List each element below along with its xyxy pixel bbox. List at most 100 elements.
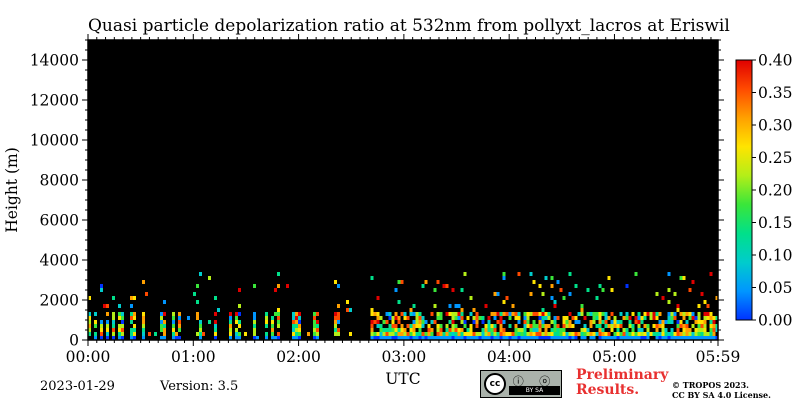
depol-cell	[460, 312, 464, 316]
depol-cell	[463, 320, 467, 324]
depol-cell	[106, 320, 109, 324]
y-tick-label: 8000	[40, 172, 79, 190]
depol-cell	[565, 332, 569, 336]
depol-cell	[277, 316, 280, 320]
depol-cell	[598, 332, 602, 336]
depol-cell	[451, 336, 455, 340]
depol-cell	[547, 316, 551, 320]
depol-cell	[418, 312, 422, 316]
depol-cell	[334, 312, 337, 316]
depol-cell	[514, 332, 518, 336]
depol-cell	[496, 336, 500, 340]
depol-cell	[427, 336, 431, 340]
depol-cell	[703, 336, 707, 340]
depol-cell	[271, 324, 274, 328]
depol-cell	[667, 300, 671, 304]
depol-cell	[400, 336, 404, 340]
depol-cell	[601, 312, 605, 316]
depol-cell	[253, 324, 256, 328]
depol-cell	[106, 328, 109, 332]
depol-cell	[535, 336, 539, 340]
depol-cell	[613, 336, 617, 340]
depol-cell	[385, 336, 389, 340]
depol-cell	[316, 324, 319, 328]
depol-cell	[295, 316, 298, 320]
depol-cell	[400, 328, 404, 332]
depol-cell	[661, 324, 665, 328]
depol-cell	[313, 332, 316, 336]
depol-cell	[676, 320, 680, 324]
depol-cell	[238, 332, 241, 336]
depol-cell	[580, 304, 584, 308]
depol-cell	[535, 312, 539, 316]
depol-cell	[496, 332, 500, 336]
depol-cell	[484, 336, 488, 340]
depol-cell	[694, 320, 698, 324]
depol-cell	[163, 332, 166, 336]
depol-cell	[634, 332, 638, 336]
depol-cell	[700, 324, 704, 328]
depol-cell	[553, 316, 557, 320]
depol-cell	[373, 312, 377, 316]
depol-cell	[691, 324, 695, 328]
depol-cell	[277, 320, 280, 324]
depol-cell	[277, 312, 280, 316]
depol-cell	[424, 320, 428, 324]
depol-cell	[601, 336, 605, 340]
depol-cell	[337, 316, 340, 320]
depol-cell	[487, 316, 491, 320]
depol-cell	[313, 336, 316, 340]
depol-cell	[130, 332, 133, 336]
depol-cell	[640, 332, 644, 336]
depol-cell	[445, 332, 449, 336]
depol-cell	[634, 320, 638, 324]
depol-cell	[133, 312, 136, 316]
depol-cell	[706, 316, 710, 320]
depol-cell	[298, 328, 301, 332]
depol-cell	[454, 312, 458, 316]
depol-cell	[112, 332, 115, 336]
depol-cell	[406, 336, 410, 340]
depol-cell	[403, 312, 407, 316]
depol-cell	[634, 336, 638, 340]
depol-cell	[160, 312, 163, 316]
depol-cell	[94, 320, 97, 324]
depol-cell	[655, 316, 659, 320]
depol-cell	[214, 320, 217, 324]
depol-cell	[634, 316, 638, 320]
depol-cell	[178, 312, 181, 316]
depol-cell	[691, 332, 695, 336]
depol-cell	[679, 336, 683, 340]
depol-cell	[391, 332, 395, 336]
depol-cell	[598, 320, 602, 324]
depol-cell	[679, 332, 683, 336]
depol-cell	[682, 312, 686, 316]
depol-cell	[130, 296, 133, 300]
depol-cell	[472, 332, 476, 336]
depol-cell	[673, 336, 677, 340]
depol-cell	[646, 332, 650, 336]
depol-cell	[433, 336, 437, 340]
depol-cell	[541, 336, 545, 340]
depol-cell	[619, 320, 623, 324]
depol-cell	[337, 304, 340, 308]
depol-cell	[676, 336, 680, 340]
depol-cell	[553, 324, 557, 328]
depol-cell	[523, 336, 527, 340]
depol-cell	[439, 316, 443, 320]
depol-cell	[142, 316, 145, 320]
depol-cell	[160, 324, 163, 328]
by-sa-icons: ⓘ ⓞ	[512, 375, 557, 388]
colorbar-tick-label: 0.00	[758, 312, 793, 330]
depol-cell	[130, 336, 133, 340]
depol-cell	[631, 332, 635, 336]
depol-cell	[574, 320, 578, 324]
depol-cell	[445, 312, 449, 316]
depol-cell	[682, 336, 686, 340]
x-axis-label: UTC	[385, 370, 420, 388]
depol-cell	[700, 328, 704, 332]
depol-cell	[466, 332, 470, 336]
depol-cell	[496, 292, 500, 296]
depol-cell	[517, 332, 521, 336]
depol-cell	[502, 300, 506, 304]
